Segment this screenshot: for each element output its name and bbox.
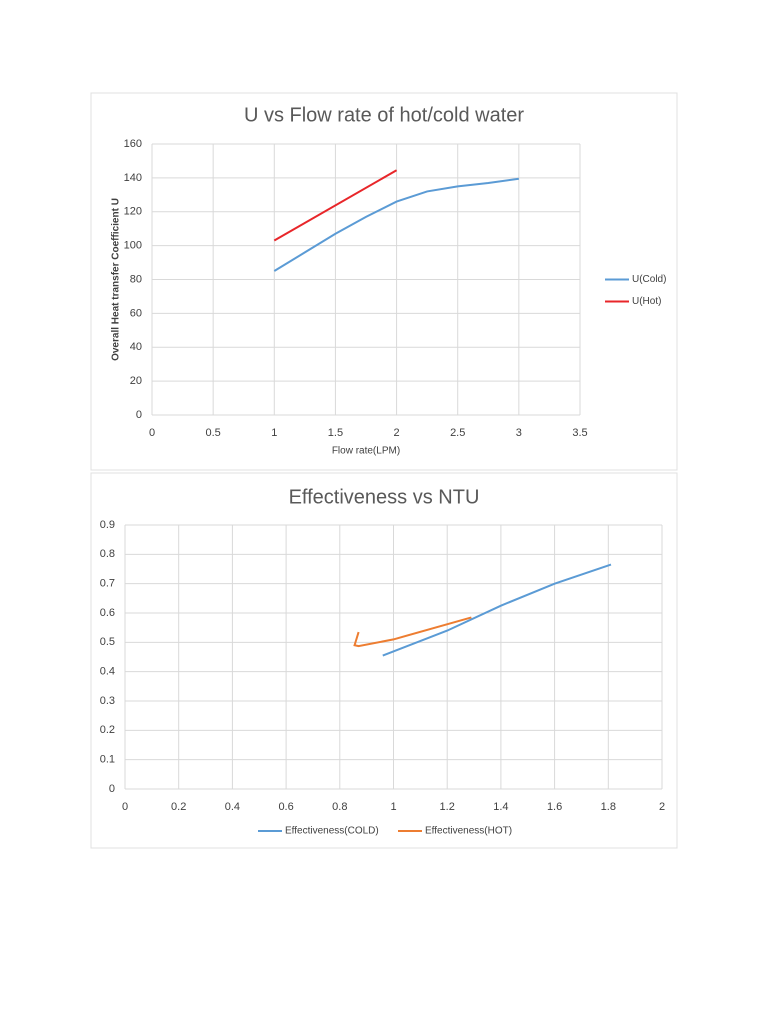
y-tick-label: 0.2	[100, 724, 115, 736]
y-tick-label: 0.8	[100, 548, 115, 560]
x-tick-label: 2.5	[450, 427, 465, 439]
x-tick-label: 1.4	[493, 801, 508, 813]
chart-frame	[90, 92, 678, 471]
chart-title: U vs Flow rate of hot/cold water	[244, 104, 524, 126]
x-tick-label: 1.5	[328, 427, 343, 439]
line-series	[273, 169, 398, 242]
x-tick-label: 0.5	[205, 427, 220, 439]
line-series	[273, 177, 519, 272]
y-tick-label: 0	[136, 409, 142, 421]
x-tick-label: 1.8	[601, 801, 616, 813]
x-tick-label: 1.2	[440, 801, 455, 813]
y-tick-label: 0	[109, 783, 115, 795]
x-tick-label: 1.6	[547, 801, 562, 813]
y-tick-label: 160	[124, 138, 142, 150]
x-tick-label: 3	[516, 427, 522, 439]
x-tick-label: 0	[149, 427, 155, 439]
y-tick-label: 0.1	[100, 754, 115, 766]
y-tick-label: 0.7	[100, 578, 115, 590]
legend-label: U(Hot)	[632, 296, 661, 307]
chart-frame	[90, 472, 678, 849]
y-tick-label: 0.5	[100, 636, 115, 648]
chart-title: Effectiveness vs NTU	[289, 486, 480, 508]
y-axis-label: Overall Heat transfer Coefficient U	[111, 198, 122, 361]
y-tick-label: 0.9	[100, 519, 115, 531]
x-tick-label: 3.5	[572, 427, 587, 439]
x-tick-label: 0.8	[332, 801, 347, 813]
y-tick-label: 40	[130, 341, 142, 353]
y-tick-label: 0.6	[100, 607, 115, 619]
y-tick-label: 0.4	[100, 666, 115, 678]
y-tick-label: 60	[130, 307, 142, 319]
legend-label: Effectiveness(HOT)	[425, 826, 512, 837]
line-series	[382, 563, 612, 657]
legend-label: U(Cold)	[632, 274, 666, 285]
y-tick-label: 140	[124, 172, 142, 184]
x-tick-label: 0	[122, 801, 128, 813]
y-tick-label: 100	[124, 240, 142, 252]
x-tick-label: 0.2	[171, 801, 186, 813]
x-tick-label: 2	[659, 801, 665, 813]
y-tick-label: 20	[130, 375, 142, 387]
x-axis-label: Flow rate(LPM)	[332, 446, 400, 457]
legend-label: Effectiveness(COLD)	[285, 826, 379, 837]
y-tick-label: 120	[124, 206, 142, 218]
x-tick-label: 1	[390, 801, 396, 813]
y-tick-label: 0.3	[100, 695, 115, 707]
line-series	[353, 616, 472, 648]
x-tick-label: 2	[394, 427, 400, 439]
x-tick-label: 0.6	[278, 801, 293, 813]
y-tick-label: 80	[130, 273, 142, 285]
x-tick-label: 1	[271, 427, 277, 439]
x-tick-label: 0.4	[225, 801, 240, 813]
